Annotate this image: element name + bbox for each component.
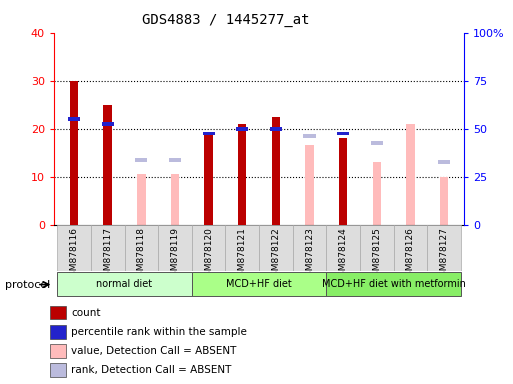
Text: percentile rank within the sample: percentile rank within the sample [71,327,247,337]
Bar [203,131,214,136]
Text: GSM878120: GSM878120 [204,227,213,282]
Bar [125,225,158,271]
Bar [137,174,146,225]
Bar [393,225,427,271]
Bar [270,127,282,131]
Bar [50,306,67,319]
Text: GSM878124: GSM878124 [339,227,348,282]
Bar [238,124,246,225]
Bar [339,138,347,225]
Text: protocol: protocol [5,280,50,290]
Text: count: count [71,308,101,318]
Text: GSM878121: GSM878121 [238,227,247,282]
Bar [70,81,78,225]
Bar [236,127,248,131]
Bar [135,158,147,162]
Bar [360,225,393,271]
Text: GSM878125: GSM878125 [372,227,381,282]
Bar [57,225,91,271]
Text: GDS4883 / 1445277_at: GDS4883 / 1445277_at [142,13,309,27]
Bar [68,117,80,121]
Bar [372,162,381,225]
Bar [50,344,67,358]
Text: GSM878117: GSM878117 [103,227,112,282]
Bar [272,117,280,225]
Bar [371,141,383,145]
Text: GSM878123: GSM878123 [305,227,314,282]
Bar [158,225,192,271]
Bar [169,158,181,162]
Text: value, Detection Call = ABSENT: value, Detection Call = ABSENT [71,346,236,356]
Bar [326,225,360,271]
Bar [192,272,326,296]
Text: GSM878116: GSM878116 [70,227,78,282]
Bar [440,177,448,225]
Text: GSM878119: GSM878119 [170,227,180,282]
Text: GSM878126: GSM878126 [406,227,415,282]
Bar [305,146,314,225]
Bar [91,225,125,271]
Text: MCD+HF diet: MCD+HF diet [226,279,292,289]
Text: GSM878122: GSM878122 [271,227,281,282]
Bar [326,272,461,296]
Bar [304,134,315,138]
Text: rank, Detection Call = ABSENT: rank, Detection Call = ABSENT [71,365,231,375]
Bar [293,225,326,271]
Bar [337,131,349,136]
Bar [192,225,225,271]
Bar [427,225,461,271]
Bar [406,124,415,225]
Bar [50,363,67,377]
Text: MCD+HF diet with metformin: MCD+HF diet with metformin [322,279,466,289]
Bar [438,161,450,164]
Text: normal diet: normal diet [96,279,152,289]
Bar [259,225,293,271]
Bar [225,225,259,271]
Bar [50,325,67,339]
Bar [104,105,112,225]
Bar [204,134,213,225]
Bar [102,122,114,126]
Bar [171,174,179,225]
Text: GSM878127: GSM878127 [440,227,448,282]
Text: GSM878118: GSM878118 [137,227,146,282]
Bar [57,272,192,296]
